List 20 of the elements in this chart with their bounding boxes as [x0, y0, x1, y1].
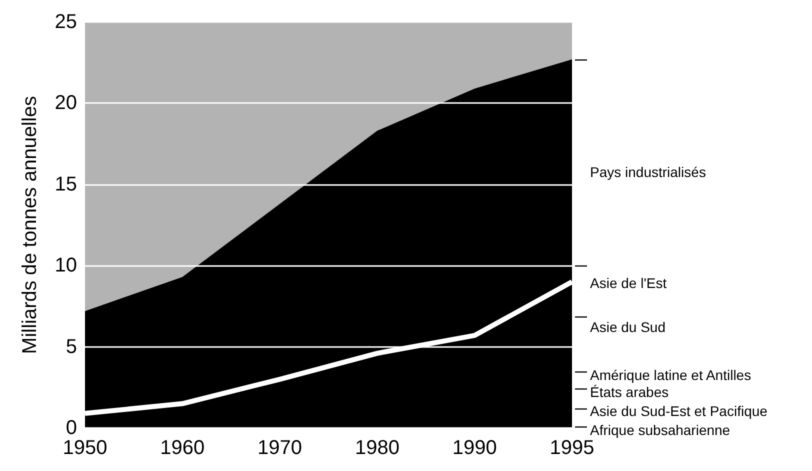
x-tick-label: 1960 [160, 437, 205, 459]
text: Asie de l'Est [590, 275, 667, 291]
y-tick-label: 20 [54, 92, 77, 114]
text: Asie du Sud [590, 319, 666, 335]
y-tick-label: 15 [54, 173, 77, 196]
x-tick-label: 1980 [354, 437, 400, 459]
text: Asie du Sud-Est et Pacifique [590, 403, 768, 419]
y-tick-label: 10 [54, 254, 77, 277]
text: Afrique subsaharienne [590, 422, 730, 438]
y-tick-label: 0 [66, 417, 77, 439]
x-tick-label: 1995 [550, 437, 594, 459]
x-tick-label: 1990 [452, 437, 497, 459]
text: Pays industrialisés [590, 164, 706, 180]
y-tick-label: 25 [54, 11, 77, 33]
x-tick-label: 1950 [62, 437, 108, 459]
text: Amérique latine et Antilles [590, 367, 752, 383]
y-axis-title: Milliards de tonnes annuelles [19, 96, 41, 354]
text: États arabes [590, 384, 669, 400]
y-tick-label: 5 [66, 336, 77, 358]
x-tick-label: 1970 [258, 437, 302, 459]
